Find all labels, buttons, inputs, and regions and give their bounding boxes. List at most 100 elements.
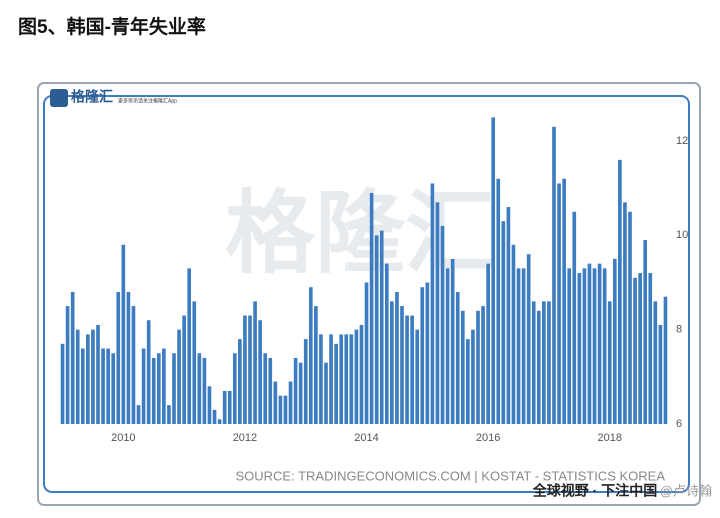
bar	[531, 301, 536, 424]
x-tick-label: 2014	[354, 432, 378, 444]
x-tick-label: 2018	[597, 432, 621, 444]
bar	[415, 329, 420, 424]
bar	[293, 357, 298, 424]
bar	[440, 225, 445, 424]
bar	[653, 301, 658, 424]
bar	[425, 282, 430, 424]
bar	[445, 268, 450, 424]
bar	[476, 310, 480, 424]
bar	[232, 353, 237, 424]
bar	[283, 395, 288, 424]
bar	[339, 334, 344, 424]
bar	[116, 291, 121, 424]
bar	[324, 362, 328, 424]
x-tick-label: 2010	[111, 432, 135, 444]
bar	[552, 126, 556, 425]
bar	[648, 273, 653, 424]
bar	[643, 240, 648, 424]
bar	[86, 334, 90, 424]
bar	[75, 329, 80, 424]
y-tick-label: 6	[676, 418, 682, 430]
bar	[354, 329, 359, 424]
watermark: 格隆汇	[225, 184, 495, 284]
bar	[172, 353, 176, 424]
bar	[141, 348, 146, 424]
bar	[410, 315, 414, 424]
bar	[547, 301, 551, 424]
bar	[582, 268, 587, 424]
bar	[303, 339, 308, 424]
bar	[126, 291, 131, 424]
bar	[390, 301, 394, 424]
bar	[374, 235, 379, 424]
bar	[177, 329, 181, 424]
bar	[506, 207, 511, 424]
bar	[618, 159, 622, 424]
bar	[217, 419, 222, 424]
bar	[592, 268, 597, 424]
bar	[663, 296, 668, 424]
bar	[587, 263, 592, 424]
bar	[602, 268, 607, 424]
bar	[420, 287, 425, 424]
bar	[349, 334, 354, 424]
bar	[212, 409, 217, 424]
bar	[379, 230, 384, 424]
bar	[623, 202, 627, 424]
bar	[131, 306, 136, 424]
bar	[151, 357, 156, 424]
y-tick-label: 10	[676, 229, 688, 241]
logo-subtitle: 更多资讯请关注格隆汇App	[118, 97, 177, 104]
bar	[273, 381, 278, 424]
bar	[395, 291, 399, 424]
bar	[65, 306, 70, 424]
bar	[222, 390, 227, 424]
bar	[70, 291, 75, 424]
bar	[334, 343, 338, 424]
bar	[248, 315, 252, 424]
bar	[567, 268, 572, 424]
bar	[96, 324, 100, 424]
bar	[319, 334, 323, 424]
bar	[111, 353, 116, 424]
bar	[612, 258, 617, 424]
bar	[60, 343, 65, 424]
bar	[314, 306, 318, 424]
page-title: 图5、韩国-青年失业率	[18, 15, 206, 38]
bar	[243, 315, 247, 424]
bar	[542, 301, 546, 424]
bar	[562, 178, 566, 424]
logo-icon	[50, 89, 68, 107]
footer-watermark: 全球视野 · 下注中国	[532, 483, 657, 499]
x-tick-label: 2016	[476, 432, 500, 444]
bar	[460, 310, 465, 424]
bar	[268, 357, 273, 424]
bar	[167, 405, 171, 424]
author: @卢诗翰	[660, 483, 712, 498]
bar	[162, 348, 166, 424]
bar	[278, 395, 283, 424]
bar	[91, 329, 95, 424]
bar	[238, 339, 242, 424]
bar	[364, 282, 369, 424]
bar	[577, 273, 582, 424]
bar	[486, 263, 490, 424]
bar	[187, 268, 192, 424]
bar	[136, 405, 141, 424]
bar	[526, 254, 531, 424]
bar	[633, 277, 637, 424]
bar	[106, 348, 110, 424]
bar	[329, 334, 333, 424]
bar	[501, 221, 506, 424]
bar	[471, 329, 475, 424]
bar	[491, 117, 496, 425]
bar	[359, 324, 364, 424]
bar	[466, 339, 470, 424]
bar	[496, 178, 501, 424]
bar	[384, 263, 389, 424]
y-tick-label: 8	[676, 324, 682, 336]
bar	[258, 320, 262, 424]
bar	[455, 291, 460, 424]
bar	[146, 320, 151, 424]
y-tick-label: 12	[676, 135, 688, 147]
